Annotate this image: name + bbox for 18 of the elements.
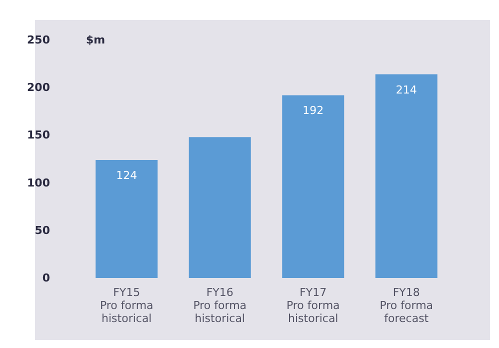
data-label: 192 [302,104,324,118]
y-tick-label: 250 [27,34,50,46]
x-tick-label: FY18 Pro forma forecast [380,286,434,325]
bar [188,137,251,278]
y-axis-title: $m [86,34,106,46]
y-tick-label: 150 [27,128,50,142]
bar [96,160,158,278]
y-tick-label: 100 [27,176,50,190]
y-tick-label: 0 [42,272,50,284]
x-tick-label: FY17 Pro forma historical [286,286,340,325]
bar [282,95,344,278]
x-tick-label: FY15 Pro forma historical [100,286,154,325]
data-label: 124 [116,168,138,182]
y-tick-label: 200 [27,81,50,94]
y-tick-label: 50 [34,224,50,237]
bar [375,74,438,278]
data-label: 214 [396,83,417,96]
x-tick-label: FY16 Pro forma historical [193,286,247,325]
